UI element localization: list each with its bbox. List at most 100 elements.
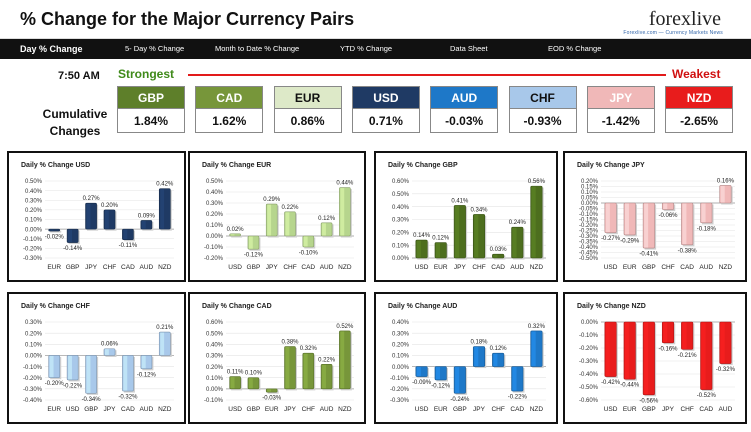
tab-data-sheet[interactable]: Data Sheet bbox=[450, 44, 488, 53]
bar-chf bbox=[661, 202, 676, 212]
y-tick-label: -0.10% bbox=[23, 237, 43, 243]
x-tick-label: NZD bbox=[158, 264, 172, 271]
y-tick-label: -0.10% bbox=[579, 333, 599, 339]
bar-aud bbox=[140, 355, 154, 371]
data-label: 0.14% bbox=[413, 233, 431, 239]
y-tick-label: -0.20% bbox=[579, 223, 599, 229]
x-tick-label: GBP bbox=[84, 406, 98, 413]
y-tick-label: -0.05% bbox=[579, 207, 599, 213]
y-tick-label: 0.30% bbox=[25, 320, 43, 326]
chart-gbp: Daily % Change GBP 0.60% 0.50% 0.40% 0.30% 0.… bbox=[374, 151, 558, 282]
x-tick-label: NZD bbox=[338, 264, 352, 271]
bar bbox=[48, 228, 61, 232]
y-tick-label: 0.20% bbox=[25, 331, 43, 337]
y-tick-label: -0.45% bbox=[579, 251, 599, 257]
y-tick-label: 0.40% bbox=[206, 342, 224, 348]
y-tick-label: 0.00% bbox=[25, 227, 43, 233]
y-tick-label: 0.40% bbox=[25, 189, 43, 195]
y-tick-label: 0.20% bbox=[392, 342, 410, 348]
tab-ytd-change[interactable]: YTD % Change bbox=[340, 44, 393, 53]
x-tick-label: NZD bbox=[338, 406, 352, 413]
bar-cad bbox=[511, 366, 525, 393]
y-tick-label: -0.10% bbox=[204, 245, 224, 251]
data-label: -0.20% bbox=[45, 381, 65, 387]
x-tick-label: NZD bbox=[158, 406, 172, 413]
y-tick-label: 0.30% bbox=[392, 218, 410, 224]
x-tick-label: NZD bbox=[530, 264, 544, 271]
bar-highlight bbox=[416, 367, 421, 377]
x-tick-label: CHF bbox=[283, 264, 296, 271]
y-tick-label: -0.30% bbox=[23, 256, 43, 262]
bar-jpy bbox=[265, 203, 279, 238]
bar-nzd bbox=[339, 187, 352, 238]
bar-gbp bbox=[453, 366, 468, 395]
tab-day-change[interactable]: Day % Change bbox=[20, 44, 83, 54]
x-tick-label: AUD bbox=[510, 264, 524, 271]
bar-eur bbox=[434, 366, 448, 382]
data-label: 0.12% bbox=[490, 346, 508, 352]
data-label: -0.12% bbox=[137, 372, 157, 378]
bar-highlight bbox=[644, 322, 649, 395]
y-tick-label: -0.10% bbox=[579, 212, 599, 218]
tab-5-day-change[interactable]: 5- Day % Change bbox=[125, 44, 185, 53]
bar-chf bbox=[284, 211, 297, 238]
data-label: -0.56% bbox=[639, 398, 659, 404]
data-label: -0.44% bbox=[620, 383, 640, 389]
currency-box-gbp: GBP 1.84% bbox=[117, 86, 185, 133]
y-tick-label: 0.20% bbox=[206, 365, 224, 371]
currency-box-chf: CHF -0.93% bbox=[508, 86, 577, 133]
bar-highlight bbox=[123, 355, 128, 391]
data-label: 0.09% bbox=[138, 213, 156, 219]
bar-highlight bbox=[682, 322, 687, 349]
chart-aud: Daily % Change AUD 0.40% 0.30% 0.20% 0.10% 0.… bbox=[374, 292, 558, 424]
tab-eod-change[interactable]: EOD % Change bbox=[548, 44, 602, 53]
x-tick-label: JPY bbox=[85, 264, 98, 271]
strength-arrow bbox=[188, 74, 666, 76]
data-label: 0.24% bbox=[509, 220, 527, 226]
bar-highlight bbox=[512, 227, 517, 258]
currency-cumulative-value: 0.86% bbox=[273, 109, 342, 133]
x-tick-label: CAD bbox=[121, 406, 135, 413]
bar-highlight bbox=[720, 322, 725, 364]
x-tick-label: EUR bbox=[623, 264, 637, 271]
currency-code: USD bbox=[351, 86, 420, 109]
y-tick-label: 0.40% bbox=[392, 320, 410, 326]
y-tick-label: 0.40% bbox=[392, 205, 410, 211]
y-tick-label: -0.30% bbox=[579, 359, 599, 365]
chart-jpy: Daily % Change JPY 0.20% 0.15% 0.10% 0.05% 0.… bbox=[563, 151, 747, 282]
x-tick-label: EUR bbox=[434, 264, 448, 271]
bar-usd bbox=[415, 239, 429, 260]
data-label: 0.29% bbox=[263, 197, 281, 203]
bar-highlight bbox=[531, 186, 536, 258]
x-tick-label: JPY bbox=[454, 264, 467, 271]
y-tick-label: -0.20% bbox=[23, 376, 43, 382]
bar-nzd bbox=[530, 185, 544, 260]
data-label: -0.18% bbox=[697, 226, 717, 232]
data-label: 0.10% bbox=[245, 371, 263, 377]
bar-usd bbox=[66, 355, 80, 382]
x-tick-label: CHF bbox=[103, 264, 116, 271]
x-tick-label: EUR bbox=[623, 406, 637, 413]
y-tick-label: 0.00% bbox=[392, 256, 410, 262]
x-tick-label: CAD bbox=[301, 264, 315, 271]
bar-highlight bbox=[230, 377, 235, 389]
x-tick-label: GBP bbox=[642, 264, 656, 271]
x-tick-label: CAD bbox=[680, 264, 694, 271]
bar-highlight bbox=[160, 189, 165, 229]
x-tick-label: USD bbox=[415, 406, 429, 413]
data-label: 0.22% bbox=[318, 357, 336, 363]
bar-shadow bbox=[50, 230, 62, 233]
forexlive-logo[interactable]: forexlive bbox=[648, 8, 721, 30]
chart-title: Daily % Change NZD bbox=[577, 303, 646, 310]
y-tick-label: 0.00% bbox=[581, 201, 599, 207]
x-tick-label: USD bbox=[604, 406, 618, 413]
data-label: 0.32% bbox=[300, 346, 318, 352]
tab-month-to-date-change[interactable]: Month to Date % Change bbox=[215, 44, 300, 53]
x-tick-label: CAD bbox=[510, 406, 524, 413]
data-label: -0.41% bbox=[639, 252, 659, 258]
data-label: 0.56% bbox=[528, 179, 546, 185]
currency-box-usd: USD 0.71% bbox=[351, 86, 420, 133]
x-tick-label: JPY bbox=[284, 406, 297, 413]
bar-cad bbox=[122, 355, 135, 393]
data-label: -0.22% bbox=[63, 383, 83, 389]
